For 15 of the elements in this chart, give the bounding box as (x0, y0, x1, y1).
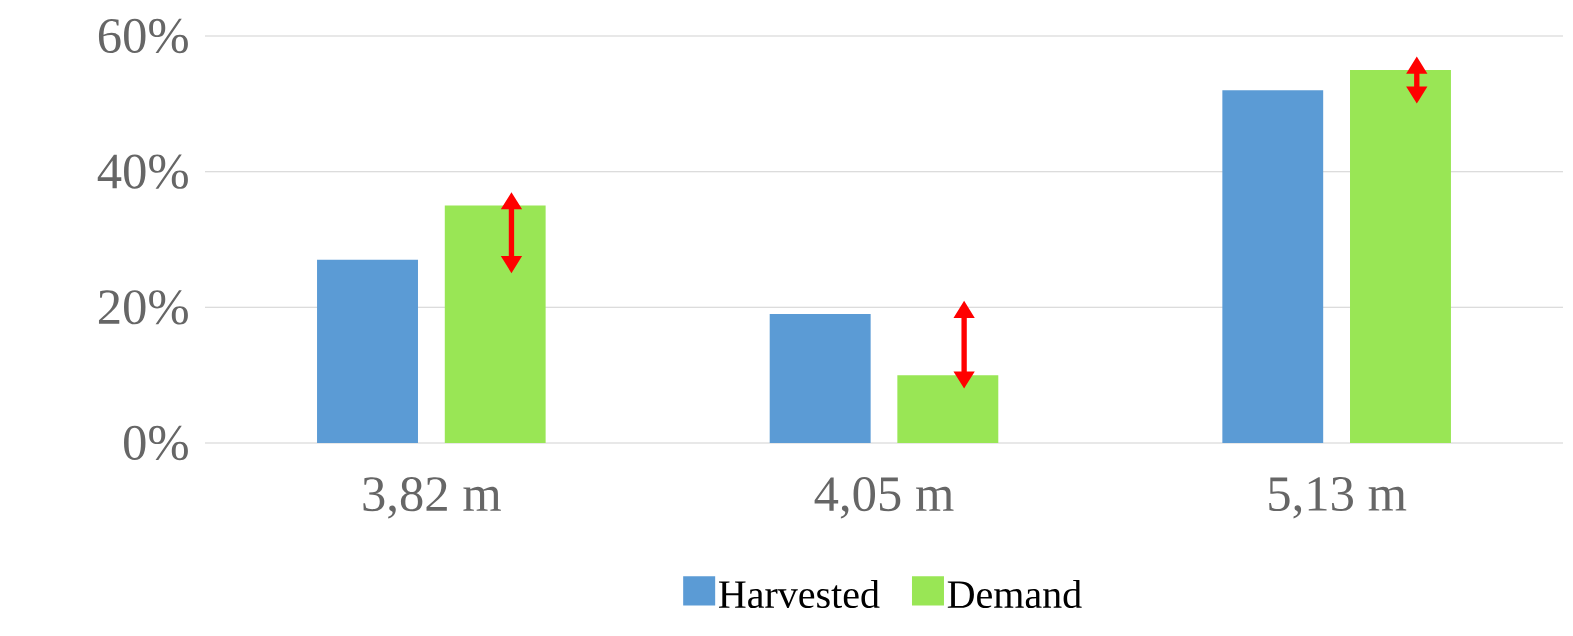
x-tick-label: 5,13 m (1269, 477, 1407, 519)
bar (769, 314, 871, 443)
legend-label: Demand (947, 579, 1082, 609)
bar (317, 259, 418, 443)
bar (444, 205, 546, 443)
bar (1222, 90, 1324, 443)
y-tick-label: 60% (98, 18, 188, 54)
x-tick-label: 3,82 m (363, 477, 501, 519)
y-tick-label: 20% (98, 290, 188, 325)
legend-label: Harvested (718, 579, 880, 609)
bar (1350, 69, 1451, 443)
y-tick-label: 0% (124, 425, 188, 461)
x-tick-label: 4,05 m (814, 477, 954, 519)
y-tick-label: 40% (97, 154, 188, 189)
bar (897, 375, 999, 443)
